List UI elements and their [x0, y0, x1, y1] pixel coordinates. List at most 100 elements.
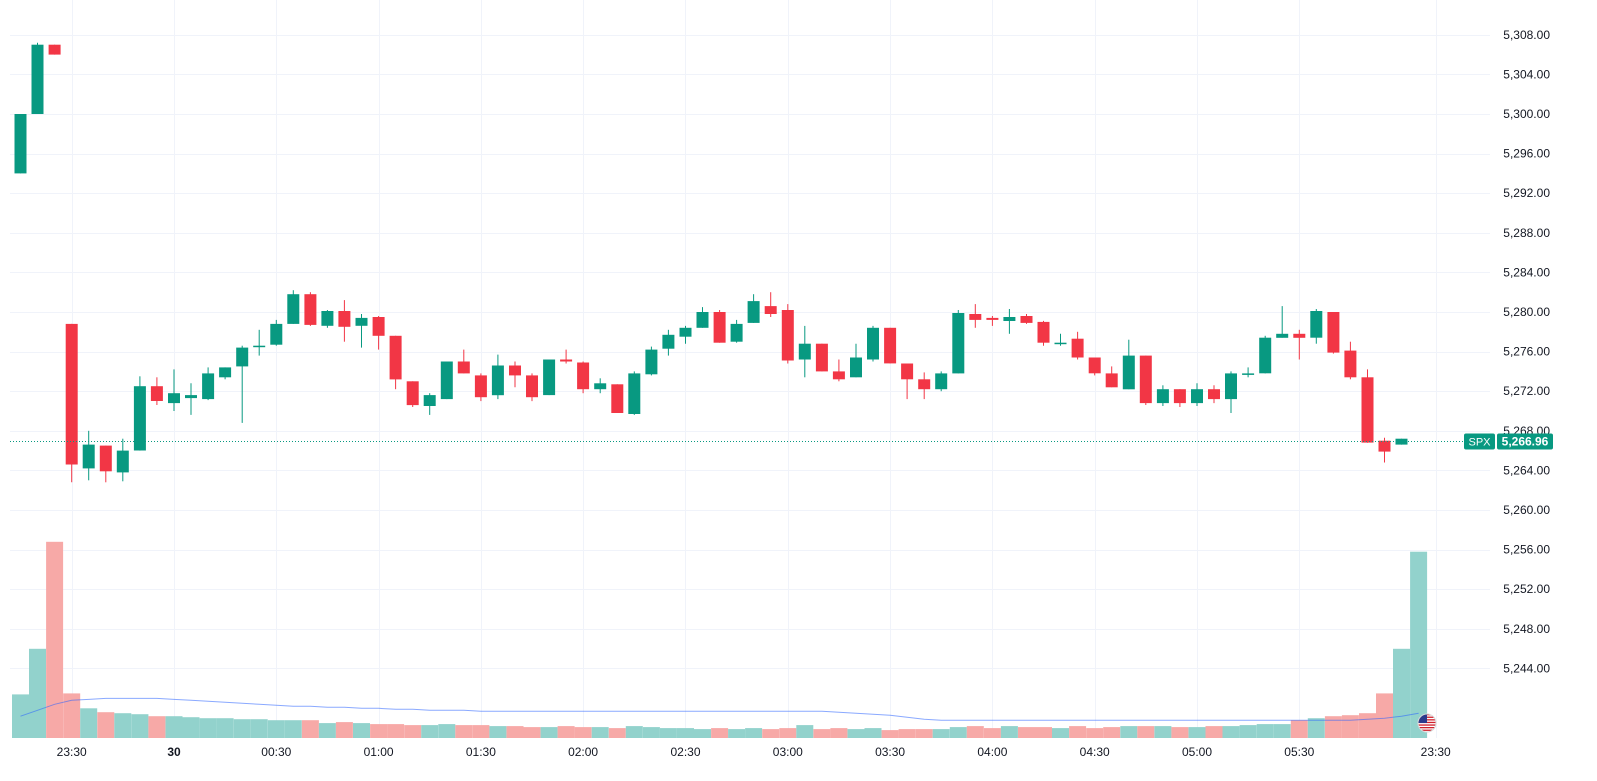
candle-body [560, 359, 573, 362]
candle[interactable] [1242, 367, 1255, 378]
candle[interactable] [82, 430, 95, 481]
candle-body [133, 386, 146, 451]
candle[interactable] [491, 354, 504, 400]
candle[interactable] [1003, 309, 1016, 334]
candle[interactable] [815, 343, 828, 372]
candle-body [952, 313, 965, 374]
candle[interactable] [14, 114, 27, 174]
volume-ma-layer [20, 697, 1419, 721]
candle[interactable] [423, 393, 436, 415]
candle[interactable] [355, 314, 368, 348]
candle[interactable] [31, 42, 44, 115]
candle[interactable] [116, 438, 129, 482]
candle[interactable] [1225, 371, 1237, 413]
candle[interactable] [1344, 341, 1357, 380]
candle[interactable] [168, 369, 180, 411]
candle[interactable] [696, 307, 709, 328]
candle[interactable] [935, 371, 948, 392]
volume-bar [353, 723, 370, 738]
candle[interactable] [150, 377, 163, 405]
candle-layer[interactable] [14, 42, 1408, 483]
candle[interactable] [969, 304, 982, 328]
candle[interactable] [543, 359, 556, 396]
candle[interactable] [440, 361, 453, 400]
candle[interactable] [679, 325, 692, 344]
candle[interactable] [202, 367, 215, 401]
time-tick-label: 05:00 [1182, 745, 1212, 759]
candle[interactable] [850, 343, 862, 378]
candle[interactable] [474, 373, 487, 402]
volume-bar [114, 713, 132, 738]
candle[interactable] [662, 329, 675, 356]
candle[interactable] [457, 349, 470, 374]
candle[interactable] [986, 316, 999, 326]
candle[interactable] [1156, 385, 1169, 406]
candle[interactable] [1105, 366, 1118, 388]
candle[interactable] [1361, 369, 1374, 443]
candle[interactable] [99, 445, 112, 483]
candle[interactable] [321, 310, 334, 328]
candle[interactable] [1054, 333, 1067, 346]
candle[interactable] [798, 325, 811, 378]
candle[interactable] [236, 345, 249, 423]
candle[interactable] [1139, 355, 1152, 405]
candle[interactable] [594, 378, 607, 394]
candle[interactable] [253, 329, 266, 356]
candle[interactable] [730, 319, 743, 343]
volume-bar [148, 716, 166, 738]
candle[interactable] [270, 319, 283, 346]
candle[interactable] [509, 361, 521, 388]
candle[interactable] [372, 316, 385, 350]
candle[interactable] [1276, 306, 1289, 338]
candle-body [1003, 317, 1016, 321]
candle[interactable] [1037, 320, 1050, 346]
candle[interactable] [406, 381, 419, 407]
candle[interactable] [1293, 329, 1306, 360]
candle[interactable] [1310, 309, 1323, 344]
time-axis[interactable]: 23:30 30 00:30 01:00 01:30 02:00 02:30 03:00 03:… [57, 745, 1451, 759]
candle[interactable] [389, 335, 402, 390]
candle[interactable] [1122, 339, 1135, 390]
candle[interactable] [287, 290, 300, 324]
candle[interactable] [645, 346, 658, 376]
candle[interactable] [185, 383, 197, 415]
candle[interactable] [1020, 314, 1033, 324]
price-axis[interactable]: 5,244.00 5,248.00 5,252.00 5,256.00 5,260.00… [1503, 28, 1550, 676]
candle[interactable] [304, 292, 317, 326]
price-tick-label: 5,280.00 [1503, 305, 1550, 319]
candle[interactable] [713, 310, 726, 343]
candle-body [543, 359, 556, 396]
candle[interactable] [1191, 383, 1203, 406]
candle[interactable] [65, 323, 78, 483]
candle-body [185, 395, 197, 399]
candle[interactable] [1259, 335, 1272, 374]
candle[interactable] [781, 304, 794, 364]
candle[interactable] [133, 376, 146, 451]
candle[interactable] [1088, 357, 1101, 376]
candle[interactable] [884, 327, 897, 364]
candle[interactable] [901, 363, 914, 400]
candle[interactable] [952, 310, 965, 374]
candle[interactable] [219, 367, 232, 380]
candle[interactable] [1208, 385, 1220, 404]
candle[interactable] [1071, 331, 1084, 360]
candle[interactable] [1173, 389, 1186, 407]
candle[interactable] [764, 292, 777, 317]
candle[interactable] [338, 300, 351, 342]
candle[interactable] [560, 349, 573, 364]
volume-bar [1393, 648, 1410, 738]
candle[interactable] [832, 359, 845, 382]
candle[interactable] [526, 373, 538, 402]
candle[interactable] [48, 44, 61, 55]
candle[interactable] [1395, 438, 1408, 445]
candle[interactable] [1327, 312, 1340, 354]
candle[interactable] [611, 384, 624, 413]
candle[interactable] [577, 361, 590, 394]
us-flag-icon[interactable] [1417, 713, 1437, 733]
candle[interactable] [918, 372, 931, 400]
candle[interactable] [867, 325, 879, 362]
candle[interactable] [628, 371, 641, 415]
candle[interactable] [747, 294, 760, 323]
